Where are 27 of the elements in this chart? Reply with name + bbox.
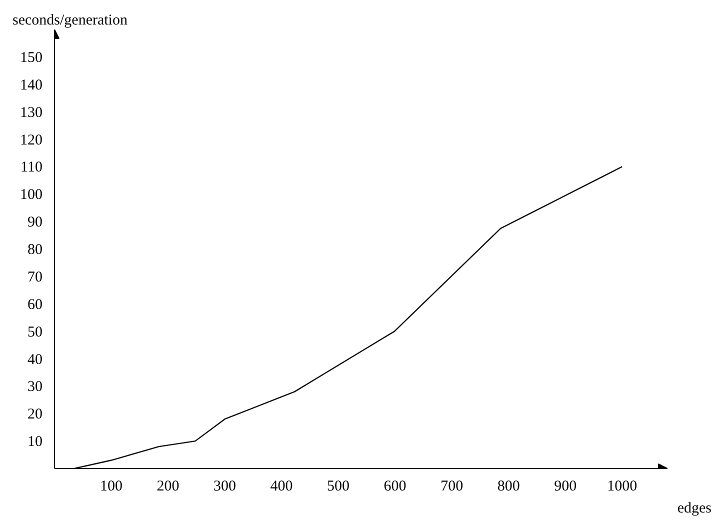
x-tick-label: 1000 [607, 478, 638, 494]
y-tick-label: 80 [28, 242, 42, 258]
x-tick-label: 100 [100, 478, 123, 494]
x-tick-label: 300 [214, 478, 236, 494]
x-tick-label: 400 [270, 478, 293, 494]
y-tick-label: 20 [28, 406, 42, 423]
x-axis-title: edges [677, 500, 712, 516]
y-tick-label: 60 [28, 296, 42, 313]
x-tick-label: 700 [440, 478, 464, 494]
y-tick-label: 110 [20, 160, 43, 176]
x-tick-label: 900 [554, 478, 577, 494]
x-tick-label: 500 [327, 478, 350, 494]
y-tick-label: 10 [28, 434, 42, 450]
y-tick-label: 90 [28, 214, 42, 231]
y-tick-label: 100 [20, 187, 42, 204]
y-tick-label: 30 [28, 379, 42, 396]
x-tick-label: 200 [156, 478, 180, 494]
y-tick-label: 150 [20, 50, 42, 66]
y-axis-title: seconds/generation [12, 12, 128, 28]
y-tick-label: 120 [20, 132, 42, 148]
y-tick-label: 70 [28, 269, 42, 286]
x-tick-label: 600 [384, 478, 406, 494]
x-tick-label: 800 [497, 478, 520, 494]
y-tick-label: 40 [28, 352, 42, 368]
y-tick-label: 50 [28, 324, 42, 340]
y-tick-label: 140 [20, 77, 42, 94]
y-tick-label: 130 [20, 104, 42, 121]
